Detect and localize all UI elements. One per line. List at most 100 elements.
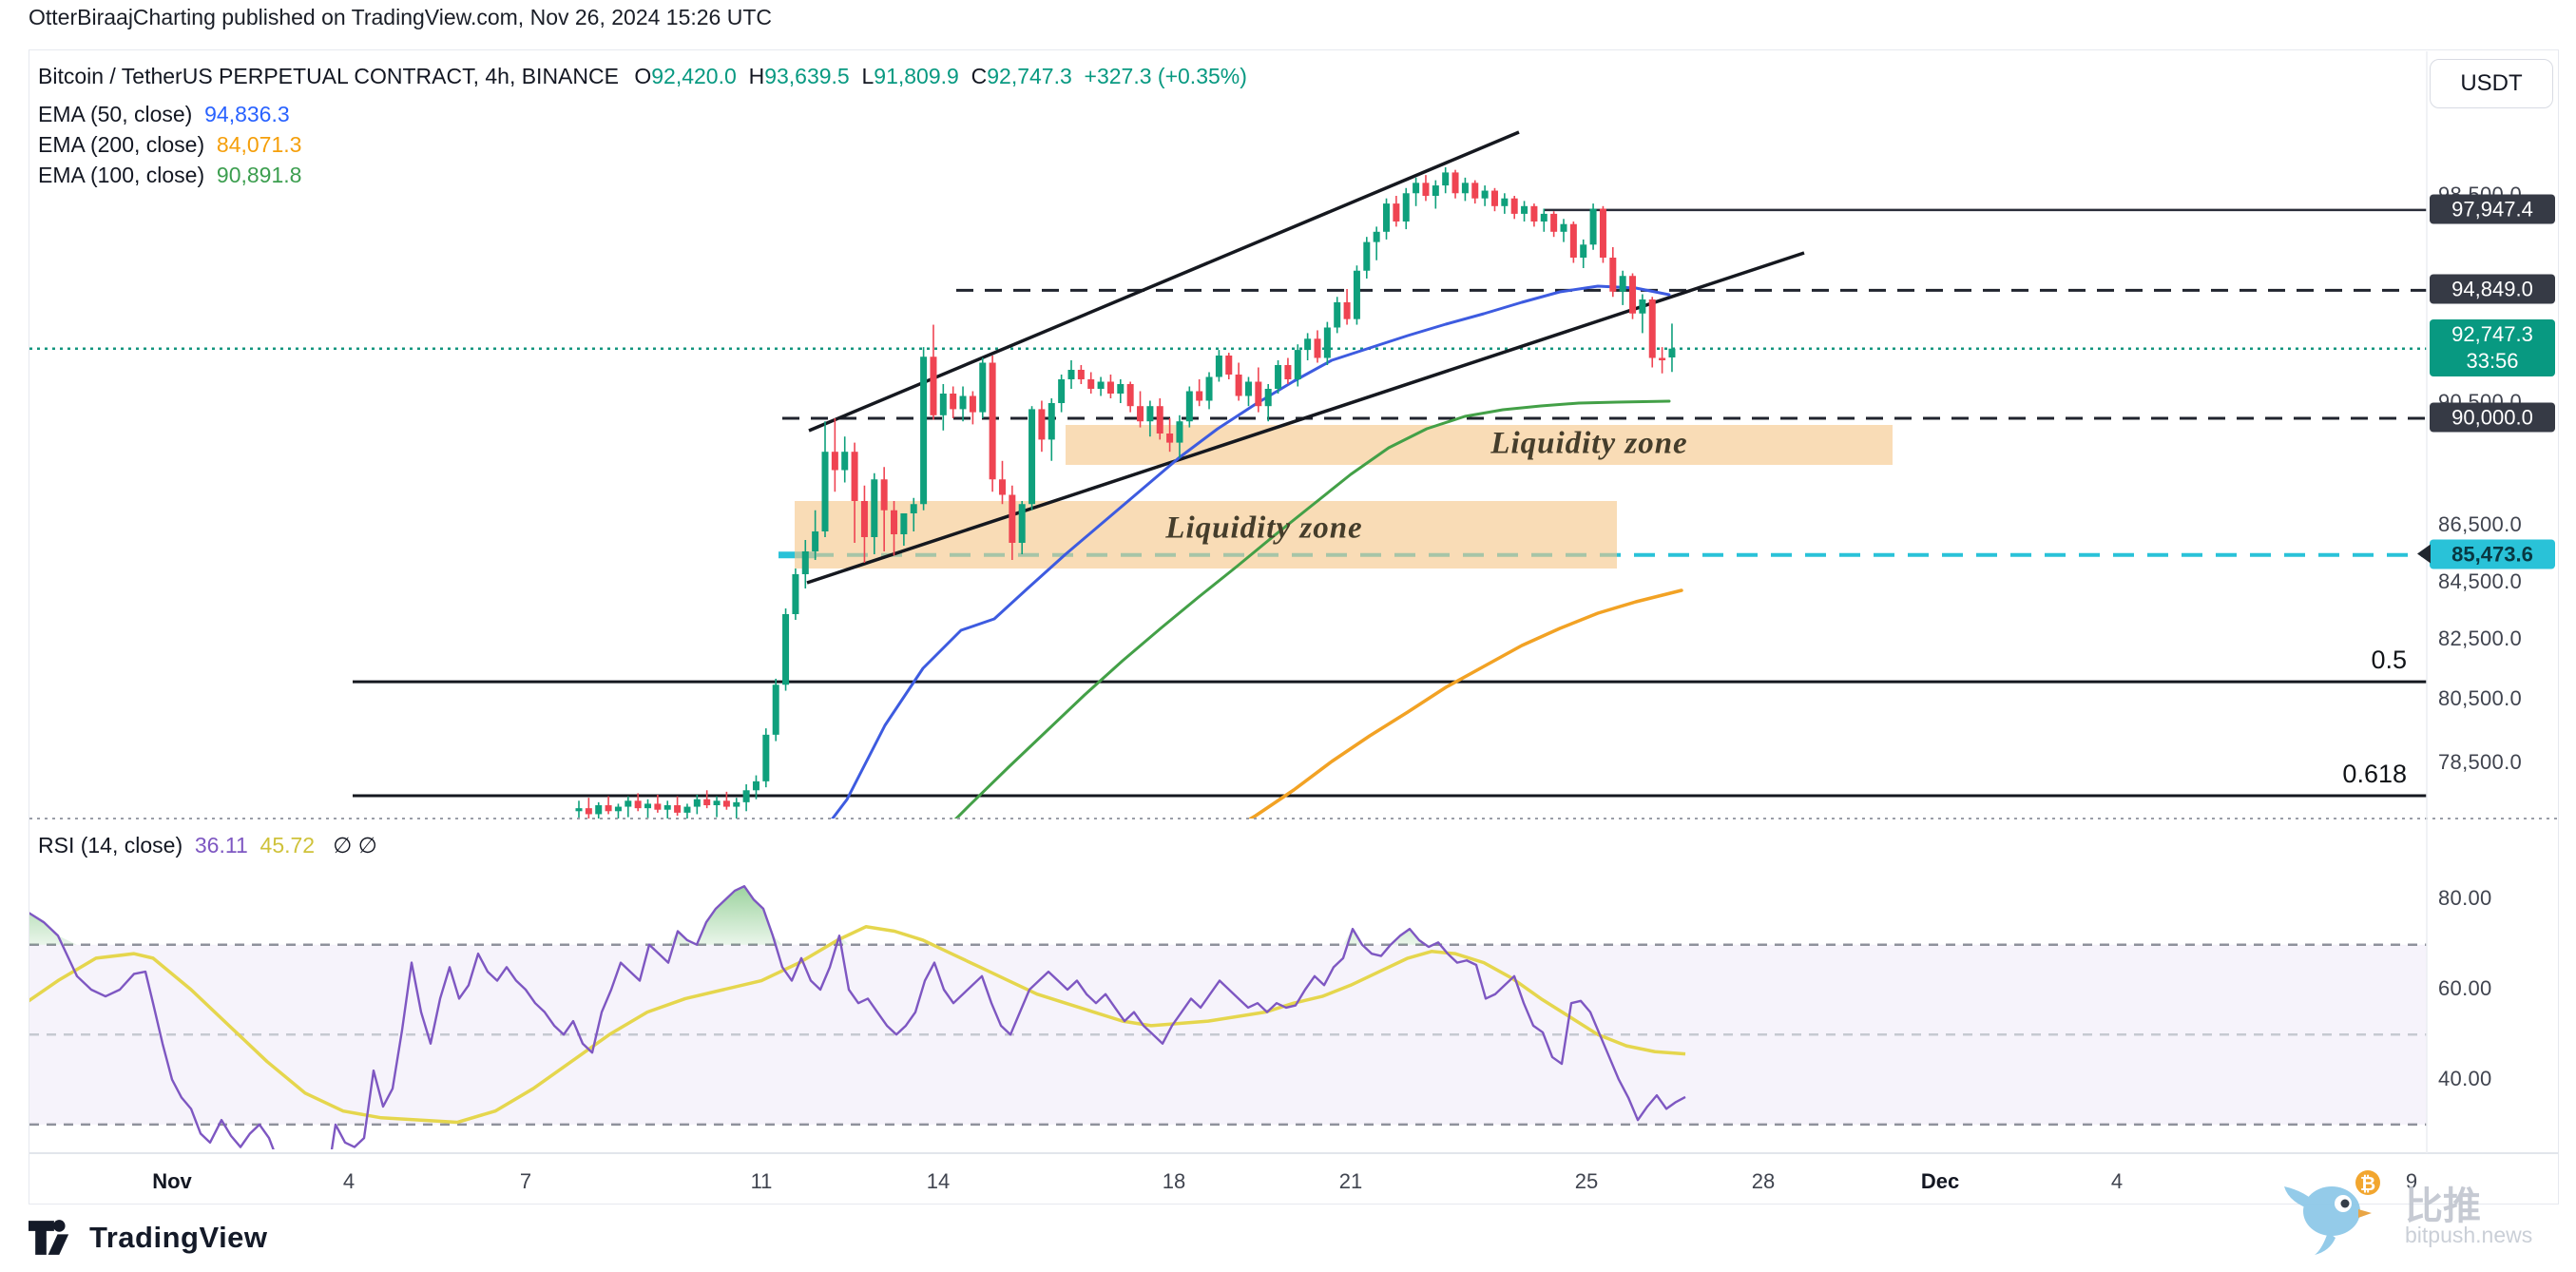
ema-line-ema100[interactable] — [940, 399, 1671, 835]
candle[interactable] — [644, 799, 652, 820]
candle[interactable] — [1097, 376, 1105, 396]
candle[interactable] — [1255, 367, 1262, 413]
candle[interactable] — [910, 497, 917, 531]
candle[interactable] — [1521, 201, 1528, 222]
rsi-legend[interactable]: RSI (14, close) 36.11 45.72 ∅ ∅ — [38, 833, 377, 858]
candle[interactable] — [1609, 247, 1617, 298]
candle[interactable] — [792, 569, 799, 620]
price-pane[interactable] — [29, 130, 2427, 835]
candle[interactable] — [1323, 321, 1331, 365]
candle[interactable] — [1185, 386, 1193, 428]
rsi-line[interactable] — [12, 885, 1686, 1196]
candle[interactable] — [1137, 391, 1144, 428]
candle[interactable] — [762, 728, 770, 788]
ema100-legend[interactable]: EMA (100, close) 90,891.8 — [38, 163, 301, 188]
candle[interactable] — [782, 608, 790, 691]
candle[interactable] — [693, 795, 701, 815]
candle[interactable] — [851, 442, 858, 543]
candle[interactable] — [812, 510, 819, 560]
ema50-legend[interactable]: EMA (50, close) 94,836.3 — [38, 102, 290, 127]
candle[interactable] — [841, 436, 849, 483]
candle[interactable] — [663, 800, 671, 821]
candle[interactable] — [1077, 365, 1085, 384]
candle[interactable] — [1619, 270, 1626, 305]
candle[interactable] — [1383, 198, 1391, 240]
candle[interactable] — [871, 472, 878, 554]
candle[interactable] — [1461, 177, 1469, 202]
candle[interactable] — [979, 357, 987, 419]
candle[interactable] — [1393, 196, 1400, 227]
candle[interactable] — [950, 386, 957, 419]
candle[interactable] — [614, 803, 622, 822]
candle[interactable] — [1028, 406, 1036, 511]
candle[interactable] — [1580, 239, 1587, 268]
candle[interactable] — [1215, 350, 1222, 382]
candle[interactable] — [1264, 384, 1272, 422]
candle[interactable] — [1639, 294, 1646, 334]
footer-brand[interactable]: TradingView — [29, 1219, 268, 1257]
candle[interactable] — [654, 795, 662, 813]
candle[interactable] — [722, 791, 730, 810]
candle[interactable] — [1413, 177, 1420, 206]
liquidity-zone-2[interactable] — [795, 501, 1617, 569]
candle[interactable] — [605, 796, 612, 815]
candle[interactable] — [1648, 297, 1656, 368]
candle[interactable] — [1530, 203, 1538, 227]
candle[interactable] — [733, 798, 740, 819]
channel-trendline-1[interactable] — [808, 130, 1520, 433]
candle[interactable] — [1038, 400, 1046, 453]
candle[interactable] — [1353, 265, 1360, 325]
candle[interactable] — [703, 790, 711, 809]
candle[interactable] — [595, 801, 603, 826]
candle[interactable] — [860, 485, 868, 563]
candle[interactable] — [1166, 418, 1174, 453]
channel-trendline-2[interactable] — [806, 251, 1805, 585]
candle[interactable] — [989, 356, 996, 492]
candle[interactable] — [930, 324, 937, 420]
candle[interactable] — [1490, 187, 1498, 212]
chart-widget[interactable] — [29, 49, 2559, 1205]
candle[interactable] — [1599, 205, 1606, 263]
candle[interactable] — [1373, 226, 1380, 260]
candle[interactable] — [1629, 273, 1637, 319]
candle[interactable] — [1451, 169, 1459, 199]
candle[interactable] — [1058, 375, 1066, 413]
ema-line-ema50[interactable] — [820, 284, 1671, 835]
candle[interactable] — [674, 796, 682, 816]
candle[interactable] — [1442, 166, 1450, 194]
candle[interactable] — [1087, 372, 1095, 395]
candle[interactable] — [1550, 211, 1558, 238]
candle[interactable] — [1343, 289, 1351, 325]
candle[interactable] — [1275, 360, 1282, 394]
candle[interactable] — [880, 467, 888, 551]
candle[interactable] — [1048, 398, 1055, 461]
candle[interactable] — [1156, 398, 1163, 440]
candle[interactable] — [634, 793, 642, 812]
candle[interactable] — [1235, 362, 1242, 401]
rsi-pane[interactable] — [12, 885, 2427, 1196]
candle[interactable] — [1294, 344, 1301, 387]
ema200-legend[interactable]: EMA (200, close) 84,071.3 — [38, 132, 301, 158]
currency-toggle-button[interactable]: USDT — [2430, 59, 2553, 108]
candle[interactable] — [1117, 379, 1125, 403]
candle[interactable] — [625, 796, 632, 818]
candle[interactable] — [1422, 175, 1430, 202]
symbol-legend[interactable]: Bitcoin / TetherUS PERPETUAL CONTRACT, 4… — [38, 64, 1247, 89]
candle[interactable] — [1146, 400, 1154, 437]
candle[interactable] — [801, 540, 809, 588]
candle[interactable] — [1067, 360, 1075, 389]
candle[interactable] — [1668, 323, 1676, 373]
rsi-ma-line[interactable] — [12, 925, 1686, 1125]
candle[interactable] — [1471, 180, 1479, 204]
candle[interactable] — [772, 678, 779, 742]
candle[interactable] — [1510, 196, 1518, 220]
candle[interactable] — [1481, 185, 1489, 206]
candle[interactable] — [1244, 376, 1252, 407]
candle[interactable] — [969, 391, 976, 425]
candle[interactable] — [831, 418, 838, 492]
candle[interactable] — [1176, 414, 1183, 458]
ema-line-ema200[interactable] — [1223, 588, 1683, 835]
candle[interactable] — [1432, 180, 1439, 209]
candle[interactable] — [1402, 187, 1410, 230]
candle[interactable] — [821, 421, 829, 537]
